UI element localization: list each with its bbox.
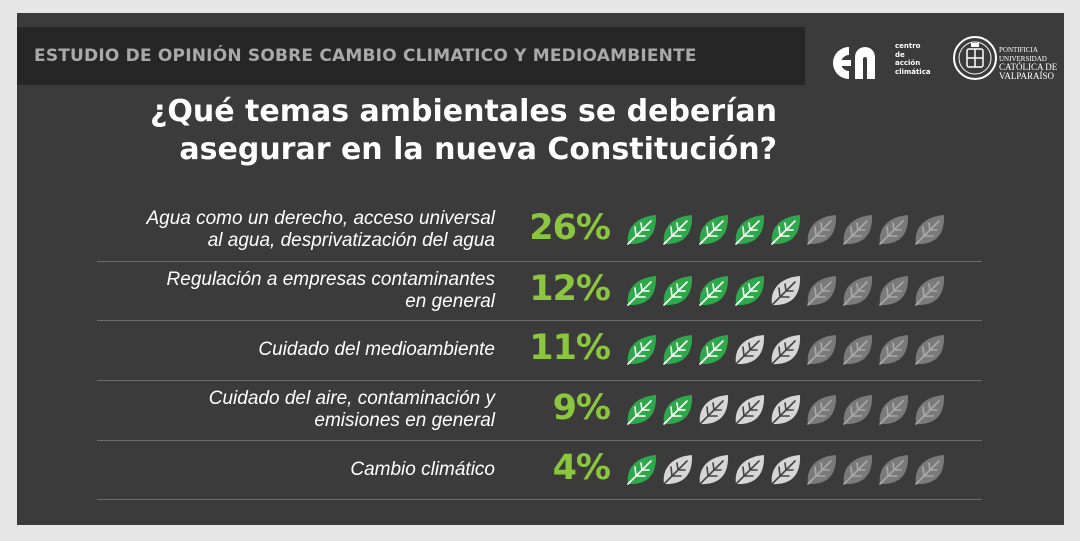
- category-label-line: emisiones en general: [314, 410, 495, 431]
- leaf-icon: [843, 276, 873, 306]
- leaf-icon: [879, 395, 909, 425]
- leaf-icon: [627, 395, 657, 425]
- percent-label: 9%: [552, 388, 611, 428]
- leaf-row: [625, 453, 949, 487]
- category-label-line: Cambio climático: [350, 459, 495, 480]
- leaf-icon: [843, 335, 873, 365]
- leaf-icon: [735, 335, 765, 365]
- leaf-icon: [915, 215, 945, 245]
- leaf-icon: [915, 455, 945, 485]
- leaf-icon: [807, 455, 837, 485]
- leaf-icon: [879, 276, 909, 306]
- leaf-icon: [699, 335, 729, 365]
- leaf-icon: [735, 395, 765, 425]
- category-label-line: Agua como un derecho, acceso universal: [146, 208, 495, 229]
- leaf-icon: [663, 395, 693, 425]
- category-label-line: Cuidado del aire, contaminación y: [208, 388, 495, 409]
- leaf-icon: [771, 215, 801, 245]
- leaf-icon: [843, 215, 873, 245]
- leaf-icon: [735, 276, 765, 306]
- question-line-1: ¿Qué temas ambientales se deberían: [150, 94, 777, 129]
- leaf-icon: [807, 335, 837, 365]
- question-line-2: asegurar en la nueva Constitución?: [179, 132, 777, 167]
- leaf-icon: [699, 455, 729, 485]
- leaf-icon: [699, 395, 729, 425]
- leaf-icon: [879, 215, 909, 245]
- header-banner: ESTUDIO DE OPINIÓN SOBRE CAMBIO CLIMATIC…: [17, 27, 805, 85]
- leaf-icon: [879, 455, 909, 485]
- row-divider: [97, 380, 982, 381]
- banner-title: ESTUDIO DE OPINIÓN SOBRE CAMBIO CLIMATIC…: [34, 46, 697, 66]
- leaf-icon: [627, 455, 657, 485]
- leaf-icon: [915, 395, 945, 425]
- leaf-icon: [735, 455, 765, 485]
- leaf-row: [625, 274, 949, 308]
- leaf-icon: [807, 395, 837, 425]
- category-label: Cambio climático: [77, 459, 495, 481]
- leaf-icon: [699, 215, 729, 245]
- leaf-icon: [663, 455, 693, 485]
- leaf-icon: [915, 335, 945, 365]
- leaf-icon: [627, 276, 657, 306]
- leaf-row: [625, 213, 949, 247]
- leaf-icon: [771, 455, 801, 485]
- category-label-line: en general: [405, 291, 495, 312]
- category-label: Cuidado del medioambiente: [77, 339, 495, 361]
- leaf-icon: [663, 276, 693, 306]
- row-divider: [97, 261, 982, 262]
- infographic-panel: ESTUDIO DE OPINIÓN SOBRE CAMBIO CLIMATIC…: [17, 13, 1064, 525]
- leaf-icon: [771, 395, 801, 425]
- pucv-logo-text: PONTIFICIA UNIVERSIDAD CATÓLICA DE VALPA…: [999, 46, 1058, 81]
- cac-logo-icon: [833, 47, 875, 79]
- leaf-icon: [843, 455, 873, 485]
- leaf-icon: [663, 215, 693, 245]
- row-divider: [97, 499, 982, 500]
- question-title: ¿Qué temas ambientales se deberían asegu…: [117, 93, 777, 169]
- pucv-seal-icon: [953, 36, 997, 80]
- leaf-icon: [879, 335, 909, 365]
- leaf-icon: [735, 215, 765, 245]
- leaf-row: [625, 333, 949, 367]
- cac-logo-text: centro de acción climática: [895, 42, 931, 76]
- row-divider: [97, 320, 982, 321]
- percent-label: 11%: [529, 328, 611, 368]
- percent-label: 26%: [529, 208, 611, 248]
- leaf-icon: [915, 276, 945, 306]
- leaf-icon: [627, 335, 657, 365]
- leaf-icon: [699, 276, 729, 306]
- category-label: Cuidado del aire, contaminación y emision…: [77, 388, 495, 432]
- percent-label: 12%: [529, 269, 611, 309]
- category-label-line: al agua, desprivatización del agua: [207, 230, 495, 251]
- leaf-icon: [843, 395, 873, 425]
- leaf-icon: [771, 335, 801, 365]
- category-label: Agua como un derecho, acceso universal al…: [77, 208, 495, 252]
- leaf-icon: [663, 335, 693, 365]
- category-label-line: Regulación a empresas contaminantes: [166, 269, 495, 290]
- row-divider: [97, 440, 982, 441]
- leaf-row: [625, 393, 949, 427]
- leaf-icon: [627, 215, 657, 245]
- leaf-icon: [807, 215, 837, 245]
- percent-label: 4%: [552, 448, 611, 488]
- category-label: Regulación a empresas contaminantes en ge…: [77, 269, 495, 313]
- leaf-icon: [807, 276, 837, 306]
- category-label-line: Cuidado del medioambiente: [258, 339, 495, 360]
- leaf-icon: [771, 276, 801, 306]
